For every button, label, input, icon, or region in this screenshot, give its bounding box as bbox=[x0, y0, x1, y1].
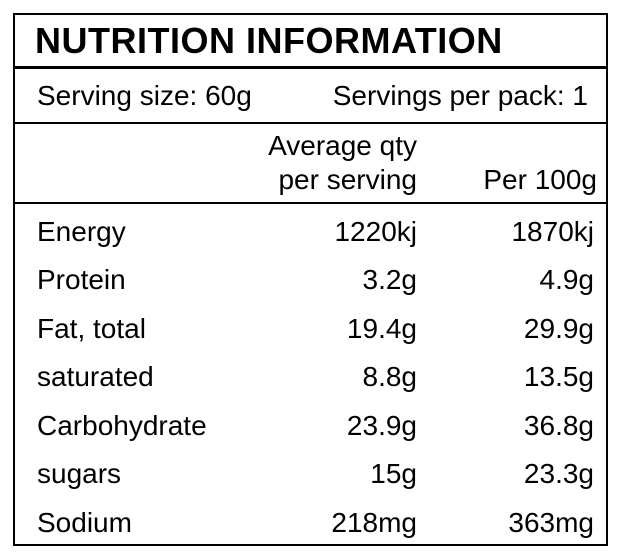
nutrient-name: Protein bbox=[37, 264, 126, 296]
nutrition-label-title-row: NUTRITION INFORMATION bbox=[15, 15, 606, 69]
nutrient-per-serving-value: 3.2g bbox=[362, 264, 418, 296]
servings-per-pack-text: Servings per pack: 1 bbox=[332, 79, 588, 111]
column-header-row: Average qty per serving Per 100g bbox=[15, 124, 606, 204]
serving-info-row: Serving size: 60g Servings per pack: 1 bbox=[15, 69, 606, 124]
nutrient-name: Sodium bbox=[37, 507, 132, 539]
nutrient-per-serving-value: 8.8g bbox=[362, 361, 418, 393]
nutrient-per-serving-value: 218mg bbox=[331, 507, 417, 539]
table-row: Protein 3.2g 4.9g bbox=[15, 253, 606, 302]
nutrient-name: sugars bbox=[37, 458, 122, 490]
table-row: sugars 15g 23.3g bbox=[15, 447, 606, 496]
serving-size-text: Serving size: 60g bbox=[37, 79, 252, 111]
nutrient-per-100g-value: 13.5g bbox=[523, 361, 594, 393]
column-header-avg-qty-line2: per serving bbox=[278, 164, 417, 195]
nutrition-label-panel: NUTRITION INFORMATION Serving size: 60g … bbox=[13, 13, 608, 546]
nutrient-per-100g-value: 4.9g bbox=[539, 264, 595, 296]
page-title: NUTRITION INFORMATION bbox=[35, 19, 503, 61]
nutrient-per-100g-value: 36.8g bbox=[523, 409, 594, 441]
nutrient-per-100g-value: 363mg bbox=[508, 507, 594, 539]
nutrient-per-serving-value: 23.9g bbox=[346, 409, 417, 441]
nutrient-per-serving-value: 15g bbox=[370, 458, 417, 490]
column-header-per-100g: Per 100g bbox=[483, 164, 597, 195]
nutrient-per-100g-value: 1870kj bbox=[511, 215, 594, 247]
nutrient-per-serving-value: 19.4g bbox=[346, 312, 417, 344]
nutrient-name: Fat, total bbox=[37, 312, 146, 344]
column-header-avg-qty-per-serving: Average qty per serving bbox=[268, 129, 417, 197]
nutrition-rows: Energy 1220kj 1870kj Protein 3.2g 4.9g F… bbox=[15, 204, 606, 544]
nutrient-per-100g-value: 29.9g bbox=[523, 312, 594, 344]
table-row: Carbohydrate 23.9g 36.8g bbox=[15, 398, 606, 447]
nutrient-name: Energy bbox=[37, 215, 126, 247]
nutrient-name: saturated bbox=[37, 361, 154, 393]
nutrient-per-100g-value: 23.3g bbox=[523, 458, 594, 490]
table-row: Energy 1220kj 1870kj bbox=[15, 204, 606, 253]
nutrient-name: Carbohydrate bbox=[37, 409, 207, 441]
table-row: Fat, total 19.4g 29.9g bbox=[15, 301, 606, 350]
table-row: Sodium 218mg 363mg bbox=[15, 495, 606, 544]
table-row: saturated 8.8g 13.5g bbox=[15, 350, 606, 399]
nutrient-per-serving-value: 1220kj bbox=[334, 215, 417, 247]
column-header-avg-qty-line1: Average qty bbox=[268, 130, 417, 161]
